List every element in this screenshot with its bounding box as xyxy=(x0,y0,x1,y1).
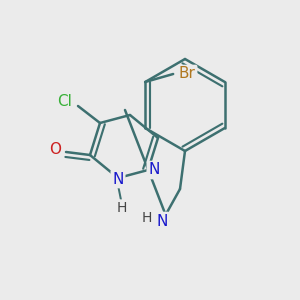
Text: N: N xyxy=(112,172,124,187)
Text: N: N xyxy=(148,163,160,178)
Text: H: H xyxy=(117,201,127,215)
Text: O: O xyxy=(49,142,61,158)
Text: H: H xyxy=(142,211,152,225)
Text: Br: Br xyxy=(179,67,196,82)
Text: Cl: Cl xyxy=(58,94,72,109)
Text: N: N xyxy=(156,214,168,229)
